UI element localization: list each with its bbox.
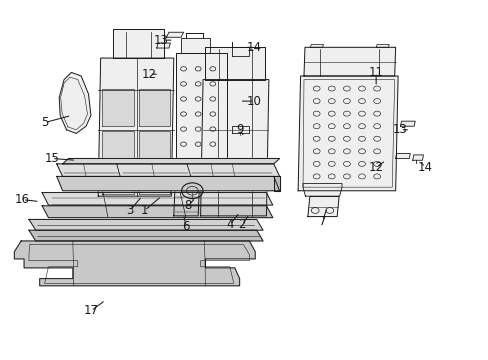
Text: 12: 12	[142, 68, 157, 81]
Text: 11: 11	[368, 66, 383, 79]
Polygon shape	[176, 158, 237, 182]
Polygon shape	[62, 158, 279, 164]
Polygon shape	[166, 32, 183, 37]
Polygon shape	[102, 89, 134, 126]
Text: 10: 10	[246, 95, 261, 108]
Text: 2: 2	[238, 218, 245, 231]
Polygon shape	[42, 193, 272, 205]
Text: 14: 14	[246, 41, 261, 54]
Polygon shape	[304, 47, 395, 76]
Text: 4: 4	[225, 218, 233, 231]
Polygon shape	[181, 39, 210, 53]
Text: 15: 15	[44, 152, 59, 165]
Text: 13: 13	[154, 33, 169, 47]
Polygon shape	[102, 131, 134, 194]
Text: 14: 14	[417, 161, 431, 174]
Polygon shape	[375, 44, 388, 47]
Polygon shape	[29, 230, 263, 241]
Polygon shape	[307, 197, 338, 217]
Polygon shape	[298, 76, 397, 191]
Polygon shape	[29, 220, 263, 230]
Text: 9: 9	[235, 123, 243, 136]
Text: 8: 8	[184, 199, 192, 212]
Polygon shape	[113, 30, 163, 58]
Polygon shape	[395, 153, 409, 158]
Polygon shape	[205, 47, 265, 80]
Polygon shape	[232, 126, 249, 134]
Polygon shape	[139, 89, 170, 126]
Text: 3: 3	[126, 204, 133, 217]
Text: 17: 17	[83, 305, 98, 318]
Polygon shape	[200, 80, 268, 216]
Polygon shape	[400, 121, 414, 126]
Polygon shape	[57, 164, 279, 176]
Polygon shape	[176, 53, 227, 158]
Text: 1: 1	[141, 204, 148, 217]
Text: 6: 6	[182, 220, 189, 233]
Polygon shape	[173, 180, 199, 216]
Polygon shape	[14, 241, 255, 286]
Text: 12: 12	[368, 161, 383, 174]
Polygon shape	[412, 155, 423, 160]
Polygon shape	[42, 206, 272, 218]
Polygon shape	[303, 184, 341, 196]
Text: 16: 16	[15, 193, 30, 206]
Text: 13: 13	[392, 123, 407, 136]
Text: 5: 5	[41, 116, 48, 129]
Polygon shape	[98, 58, 173, 196]
Text: 7: 7	[318, 215, 325, 228]
Polygon shape	[139, 131, 170, 194]
Polygon shape	[232, 47, 249, 56]
Polygon shape	[57, 176, 279, 191]
Polygon shape	[157, 43, 170, 48]
Polygon shape	[310, 44, 323, 47]
Polygon shape	[59, 72, 91, 134]
Polygon shape	[273, 176, 279, 191]
